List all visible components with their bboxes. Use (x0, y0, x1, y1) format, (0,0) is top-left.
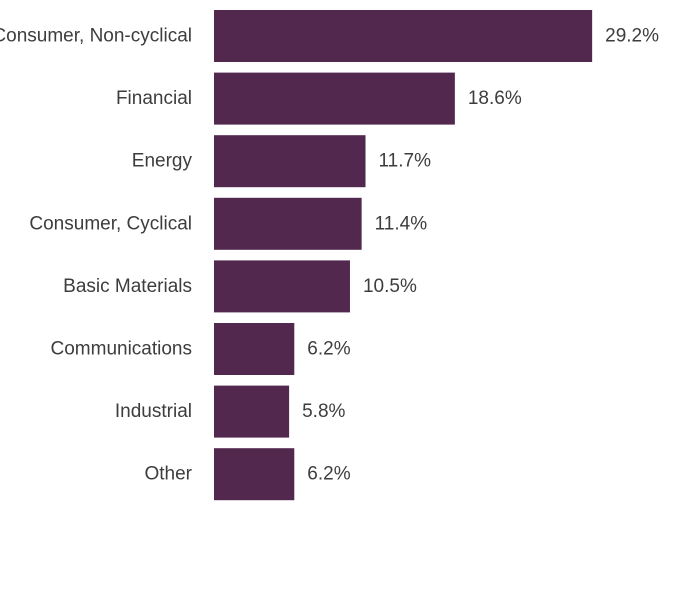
bars-layer (214, 10, 593, 501)
value-label-2: 11.7% (379, 151, 432, 172)
bar-3 (214, 197, 362, 250)
bar-7 (214, 448, 295, 501)
value-label-0: 29.2% (605, 26, 659, 47)
category-label-6: Industrial (115, 401, 192, 422)
category-label-2: Energy (132, 151, 193, 172)
category-label-0: Consumer, Non-cyclical (0, 26, 192, 47)
bar-1 (214, 72, 455, 125)
value-label-3: 11.4% (375, 213, 428, 234)
bar-6 (214, 385, 290, 438)
bar-0 (214, 10, 593, 62)
category-labels-layer: Consumer, Non-cyclical Financial Energy Con… (0, 26, 193, 485)
value-label-7: 6.2% (307, 464, 350, 485)
value-label-5: 6.2% (307, 339, 350, 360)
value-labels-layer: 29.2% 18.6% 11.7% 11.4% 10.5% 6.2% 5.8% 6.2% (302, 26, 659, 485)
category-label-1: Financial (116, 88, 192, 109)
category-label-3: Consumer, Cyclical (29, 213, 192, 234)
category-label-4: Basic Materials (63, 276, 192, 297)
bar-5 (214, 323, 295, 375)
value-label-6: 5.8% (302, 401, 345, 422)
value-label-1: 18.6% (468, 88, 522, 109)
bar-4 (214, 260, 350, 313)
category-label-7: Other (144, 464, 192, 485)
bar-2 (214, 135, 366, 188)
value-label-4: 10.5% (363, 276, 417, 297)
category-label-5: Communications (51, 339, 193, 360)
